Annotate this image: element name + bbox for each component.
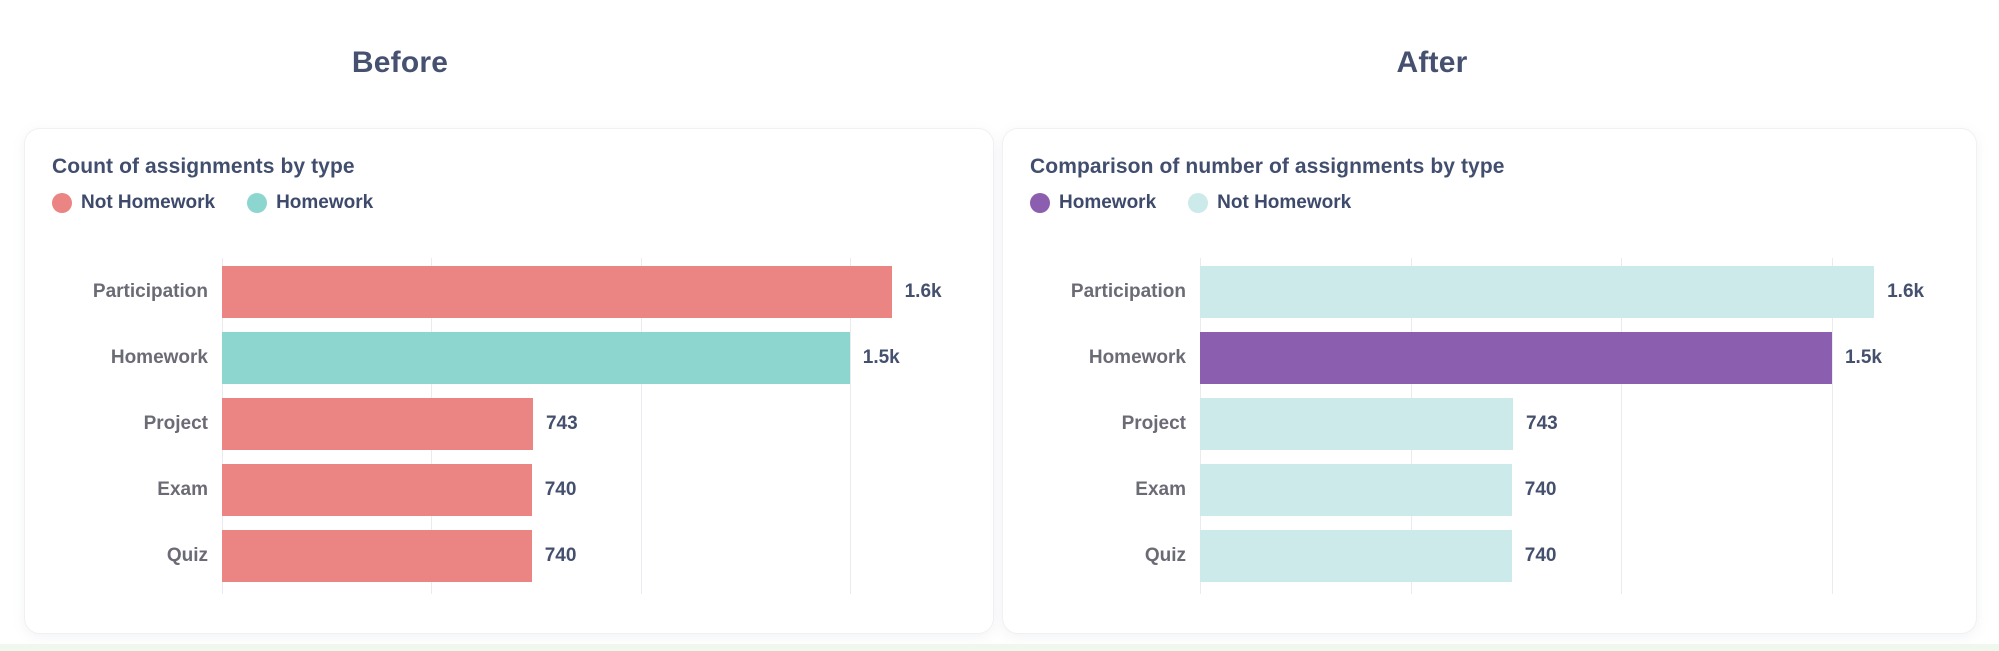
category-label: Project [1121, 413, 1186, 434]
category-labels: Participation Homework Project Exam Quiz [52, 258, 222, 594]
legend-label: Homework [1059, 192, 1157, 213]
before-chart-card: Count of assignments by type Not Homewor… [24, 128, 994, 634]
bar-exam[interactable] [222, 464, 532, 516]
gridline [640, 258, 642, 594]
bar-homework[interactable] [1200, 332, 1832, 384]
gridline [849, 258, 851, 594]
bar-quiz[interactable] [1200, 530, 1512, 582]
bar-value-label: 1.6k [1887, 281, 1925, 302]
bar-row: 740 [1200, 464, 1949, 516]
plot-area: 1.6k 1.5k 743 740 740 [222, 258, 966, 594]
bar-value-label: 740 [1524, 479, 1557, 500]
legend-dot-icon [1030, 193, 1050, 213]
bar-homework[interactable] [222, 332, 850, 384]
bar-project[interactable] [1200, 398, 1514, 450]
category-label: Homework [110, 347, 208, 368]
bar-chart: Participation Homework Project Exam Quiz 1.6… [1030, 258, 1949, 594]
bar-row: 1.6k [1200, 266, 1949, 318]
gridline [1831, 258, 1833, 594]
page-bottom-strip [0, 644, 1999, 651]
bar-row: 740 [222, 530, 966, 582]
bar-participation[interactable] [1200, 266, 1875, 318]
bar-value-label: 743 [545, 413, 578, 434]
legend-dot-icon [52, 193, 72, 213]
category-label: Homework [1088, 347, 1186, 368]
bar-row: 1.6k [222, 266, 966, 318]
legend-label: Not Homework [81, 192, 216, 213]
before-heading: Before [351, 46, 449, 79]
category-label: Participation [92, 281, 208, 302]
legend-dot-icon [1188, 193, 1209, 213]
legend-item[interactable]: Not Homework [52, 192, 215, 214]
bar-value-label: 743 [1526, 413, 1558, 434]
legend: Not Homework Homework [52, 192, 966, 214]
bar-row: 740 [1200, 530, 1949, 582]
bar-row: 740 [222, 464, 966, 516]
legend: Homework Not Homework [1030, 192, 1949, 214]
bar-participation[interactable] [222, 266, 892, 318]
category-label: Participation [1070, 281, 1186, 302]
after-heading: After [1396, 46, 1468, 79]
bar-exam[interactable] [1200, 464, 1512, 516]
bar-quiz[interactable] [222, 530, 532, 582]
legend-item[interactable]: Homework [1030, 192, 1156, 214]
category-label: Exam [157, 479, 208, 500]
bar-value-label: 740 [1524, 545, 1557, 566]
bar-row: 743 [222, 398, 966, 450]
chart-title: Comparison of number of assignments by t… [1030, 155, 1505, 178]
bar-value-label: 740 [544, 545, 577, 566]
chart-title: Count of assignments by type [52, 155, 355, 178]
plot-area: 1.6k 1.5k 743 740 740 [1200, 258, 1949, 594]
legend-label: Homework [276, 192, 374, 213]
legend-item[interactable]: Homework [247, 192, 373, 214]
category-label: Exam [1135, 479, 1186, 500]
legend-item[interactable]: Not Homework [1188, 192, 1351, 214]
category-labels: Participation Homework Project Exam Quiz [1030, 258, 1200, 594]
bar-row: 743 [1200, 398, 1949, 450]
bar-row: 1.5k [222, 332, 966, 384]
category-label: Quiz [166, 545, 208, 566]
bar-value-label: 1.6k [904, 281, 942, 302]
bar-value-label: 740 [544, 479, 577, 500]
bar-project[interactable] [222, 398, 533, 450]
bar-value-label: 1.5k [862, 347, 900, 368]
after-chart-card: Comparison of number of assignments by t… [1002, 128, 1977, 634]
bar-value-label: 1.5k [1844, 347, 1882, 368]
bar-row: 1.5k [1200, 332, 1949, 384]
category-label: Quiz [1144, 545, 1186, 566]
legend-dot-icon [247, 193, 268, 213]
gridline [1621, 258, 1623, 594]
category-label: Project [143, 413, 208, 434]
legend-label: Not Homework [1217, 192, 1352, 213]
bar-chart: Participation Homework Project Exam Quiz 1.6… [52, 258, 966, 594]
